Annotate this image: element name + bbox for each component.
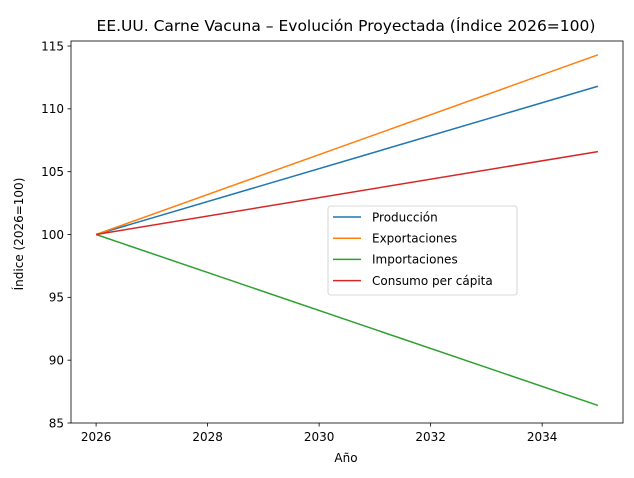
legend-box <box>327 205 518 296</box>
plot-frame <box>70 40 624 424</box>
legend-label-3: Consumo per cápita <box>372 274 493 288</box>
x-axis-label: Año <box>334 451 357 465</box>
y-tick-label: 90 <box>49 353 64 367</box>
y-tick-label: 115 <box>41 39 64 53</box>
x-tick-label: 2028 <box>192 430 223 444</box>
y-tick-label: 100 <box>41 228 64 242</box>
y-axis-label: Índice (2026=100) <box>11 178 26 291</box>
legend-label-2: Importaciones <box>372 253 458 267</box>
y-tick-label: 85 <box>49 416 64 430</box>
series-line-0 <box>95 85 599 236</box>
series-line-1 <box>95 54 599 236</box>
legend-label-1: Exportaciones <box>372 232 457 246</box>
series-line-2 <box>95 233 599 407</box>
x-tick-label: 2032 <box>415 430 446 444</box>
plot-area <box>95 54 599 407</box>
y-tick-label: 105 <box>41 165 64 179</box>
y-tick-label: 95 <box>49 291 64 305</box>
axes: 2026 2028 2030 2032 2034 85 90 95 100 105 110 115 <box>41 39 624 444</box>
x-tick-label: 2026 <box>81 430 112 444</box>
y-tick-label: 110 <box>41 102 64 116</box>
x-tick-label: 2030 <box>304 430 335 444</box>
legend: Producción Exportaciones Importaciones Cons… <box>327 205 518 296</box>
x-tick-label: 2034 <box>527 430 558 444</box>
legend-label-0: Producción <box>372 210 438 224</box>
chart-title: EE.UU. Carne Vacuna – Evolución Proyecta… <box>97 16 596 35</box>
series-line-3 <box>95 150 599 236</box>
